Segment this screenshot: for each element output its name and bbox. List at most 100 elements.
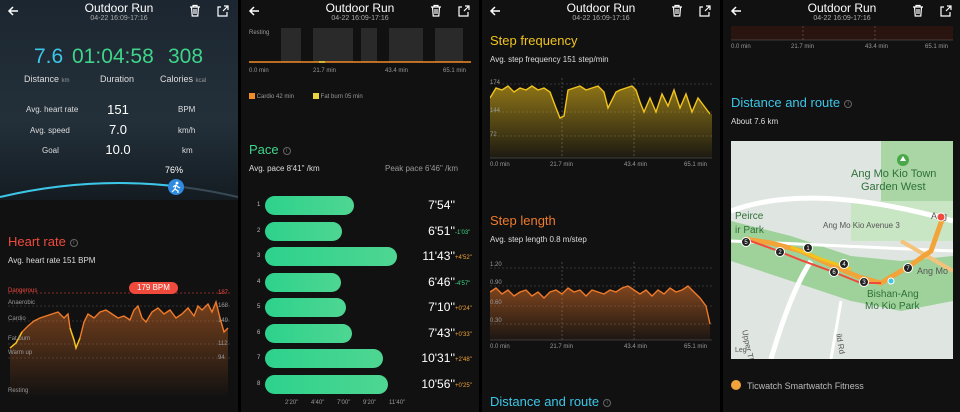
x-tick-0: 2'20'' [285,400,299,406]
avg-speed-unit: km/h [178,126,196,135]
freq-tick-2: 43.4 min [624,162,648,168]
pace-bar [265,323,352,343]
route-marker: 2 [775,247,785,257]
pace-value: 7'43'' [428,325,455,340]
pace-value: 7'10'' [428,300,455,314]
pace-title: Pace i [249,142,291,157]
route-marker: 1 [803,243,813,253]
trash-icon[interactable] [429,4,443,18]
route-tick-0: 0.0 min [731,44,751,50]
share-icon[interactable] [216,4,230,18]
step-frequency-avg: Avg. step frequency 151 step/min [490,55,609,64]
share-icon[interactable] [457,4,471,18]
pace-bar [265,374,388,394]
info-icon[interactable]: i [603,398,612,407]
goal-unit: km [182,146,193,155]
route-about: About 7.6 km [731,117,779,126]
page-title: Outdoor Run [325,1,395,15]
trash-icon[interactable] [911,4,925,18]
duration-label: Duration [100,74,135,84]
tick-1: 21.7 min [313,68,337,74]
len-y-1.20: 1.20 [490,262,502,268]
trash-icon[interactable] [188,4,202,18]
map-label-bishan-2: Mo Kio Park [865,301,920,312]
pace-bar [265,298,346,317]
summary-background [0,0,238,200]
pace-row-number: 5 [257,304,261,310]
back-arrow-icon[interactable] [6,4,20,18]
zone-value-112: 112 [218,341,228,347]
pace-value: 6'51'' [428,223,455,238]
page-title: Outdoor Run [84,1,154,15]
zone-cardio: Cardio [8,316,26,322]
zone-value-168: 168 [218,303,229,309]
zone-anaerobic: Anaerobic [8,300,36,306]
tree-icon [896,153,910,172]
avg-heart-rate-label: Avg. heart rate [26,105,79,114]
step-length-avg: Avg. step length 0.8 m/step [490,235,587,244]
page-title: Outdoor Run [566,1,636,15]
route-marker: 7 [903,263,913,273]
step-length-title: Step length [490,213,556,228]
panel-steps: Outdoor Run 04-22 16:09-17:16 Step frequ… [482,0,720,412]
back-arrow-icon[interactable] [729,4,743,18]
avg-speed-value: 7.0 [108,122,128,137]
zone-value-187: 187 [218,290,229,296]
pace-value: 7'54'' [428,198,455,212]
map-label-leg: Leg [735,347,747,354]
footer-source: Ticwatch Smartwatch Fitness [747,381,864,391]
pace-bar [265,247,397,266]
route-map[interactable]: Ang Mo Kio Town Garden West Ang Mo Kio A… [731,141,953,359]
zone-dangerous: Dangerous [8,288,38,294]
route-marker: 3 [859,277,869,287]
route-tick-2: 43.4 min [865,44,889,50]
freq-y-174: 174 [490,80,501,86]
partial-chart [731,26,953,41]
freq-tick-3: 65.1 min [684,162,708,168]
route-marker: 4 [839,259,849,269]
avg-speed-label: Avg. speed [30,126,70,135]
resting-label: Resting [249,30,270,36]
back-arrow-icon[interactable] [247,4,261,18]
pace-delta: +0'24'' [455,306,472,312]
share-icon[interactable] [939,4,953,18]
panel-route: Outdoor Run 04-22 16:09-17:16 0.0 min 21… [723,0,960,412]
datetime: 04-22 16:09-17:16 [813,15,871,22]
len-y-0.30: 0.30 [490,318,502,324]
info-icon[interactable]: i [69,238,78,247]
pace-row-number: 7 [257,355,261,361]
pace-row-number: 6 [257,329,261,336]
header: Outdoor Run 04-22 16:09-17:16 [482,0,720,26]
x-tick-1: 4'40'' [311,400,325,406]
heart-rate-chart [8,292,230,398]
len-tick-1: 21.7 min [550,344,574,350]
pace-bar [265,272,341,292]
pace-bar [265,221,342,241]
pace-bar [265,349,383,368]
header: Outdoor Run 04-22 16:09-17:16 [723,0,960,26]
share-icon[interactable] [698,4,712,18]
route-marker: 6 [829,267,839,277]
calories-label: Calories kcal [160,74,207,84]
freq-y-144: 144 [490,108,501,114]
back-arrow-icon[interactable] [488,4,502,18]
ticwatch-logo-icon [731,380,741,390]
info-icon[interactable]: i [282,146,291,155]
pace-row-number: 8 [257,380,261,387]
legend-cardio: Cardio 42 min [249,93,294,100]
route-marker: 5 [741,237,751,247]
heart-rate-avg: Avg. heart rate 151 BPM [8,256,96,265]
avg-pace: Avg. pace 8'41'' /km [249,164,320,173]
freq-tick-1: 21.7 min [550,162,574,168]
pace-delta: +4'52'' [455,255,472,261]
trash-icon[interactable] [670,4,684,18]
info-icon[interactable]: i [844,99,853,108]
route-tick-1: 21.7 min [791,44,815,50]
zone-value-149: 149 [218,318,229,324]
header: Outdoor Run 04-22 16:09-17:16 [241,0,479,26]
step-length-chart [490,262,712,341]
pace-delta: -1'03'' [455,229,471,236]
pace-delta: +0'33'' [455,331,472,338]
step-frequency-title: Step frequency [490,33,578,48]
step-frequency-chart [490,78,712,159]
